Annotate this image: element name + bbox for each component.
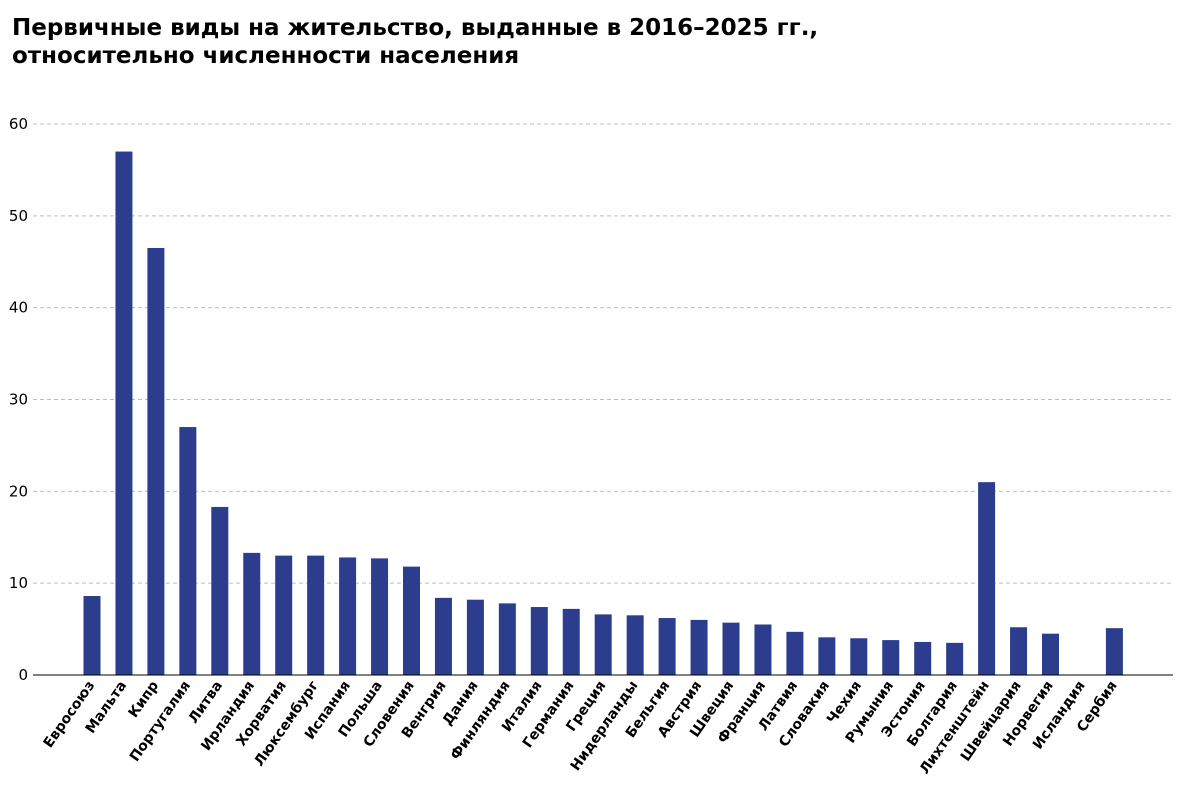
x-axis-labels: ЕвросоюзМальтаКипрПортугалияЛитваИрланди… bbox=[41, 678, 1121, 777]
bar bbox=[946, 642, 964, 675]
bar bbox=[307, 555, 325, 675]
bar bbox=[562, 608, 580, 675]
bar bbox=[275, 555, 293, 675]
x-tick-label: Евросоюз bbox=[41, 678, 99, 751]
bar bbox=[850, 638, 868, 675]
bar bbox=[243, 552, 261, 675]
bar bbox=[1105, 628, 1123, 675]
bar bbox=[722, 622, 740, 675]
y-tick-label: 20 bbox=[9, 482, 28, 500]
bar bbox=[530, 607, 548, 675]
bar bbox=[1010, 627, 1028, 675]
bar bbox=[978, 482, 996, 675]
bar bbox=[211, 506, 229, 675]
bar bbox=[818, 637, 836, 675]
y-axis-ticks: 0 10 20 30 40 50 60 bbox=[9, 115, 28, 684]
bar bbox=[339, 557, 357, 675]
bar bbox=[1042, 633, 1059, 675]
bar bbox=[403, 566, 420, 675]
bar bbox=[371, 558, 389, 675]
bar bbox=[115, 151, 133, 676]
y-tick-label: 40 bbox=[9, 299, 28, 317]
bar bbox=[626, 615, 644, 675]
x-tick-label: Португалия bbox=[127, 678, 194, 765]
bar bbox=[786, 631, 804, 675]
y-tick-label: 10 bbox=[9, 574, 28, 592]
bar bbox=[658, 618, 676, 675]
y-tick-label: 60 bbox=[9, 115, 28, 133]
y-tick-label: 0 bbox=[18, 666, 28, 684]
bar bbox=[594, 614, 612, 675]
bar bbox=[466, 599, 484, 675]
y-tick-label: 50 bbox=[9, 207, 28, 225]
bar bbox=[754, 624, 772, 675]
bar bbox=[147, 247, 165, 675]
bar bbox=[498, 603, 516, 675]
bars bbox=[83, 151, 1123, 676]
gridlines bbox=[33, 123, 1173, 584]
chart-title: Первичные виды на жительство, выданные в… bbox=[12, 15, 819, 69]
bar bbox=[179, 427, 197, 675]
bar bbox=[914, 641, 932, 675]
y-tick-label: 30 bbox=[9, 391, 28, 409]
bar bbox=[690, 619, 708, 675]
bar bbox=[434, 597, 452, 675]
bar bbox=[83, 596, 101, 675]
bar bbox=[882, 640, 900, 675]
